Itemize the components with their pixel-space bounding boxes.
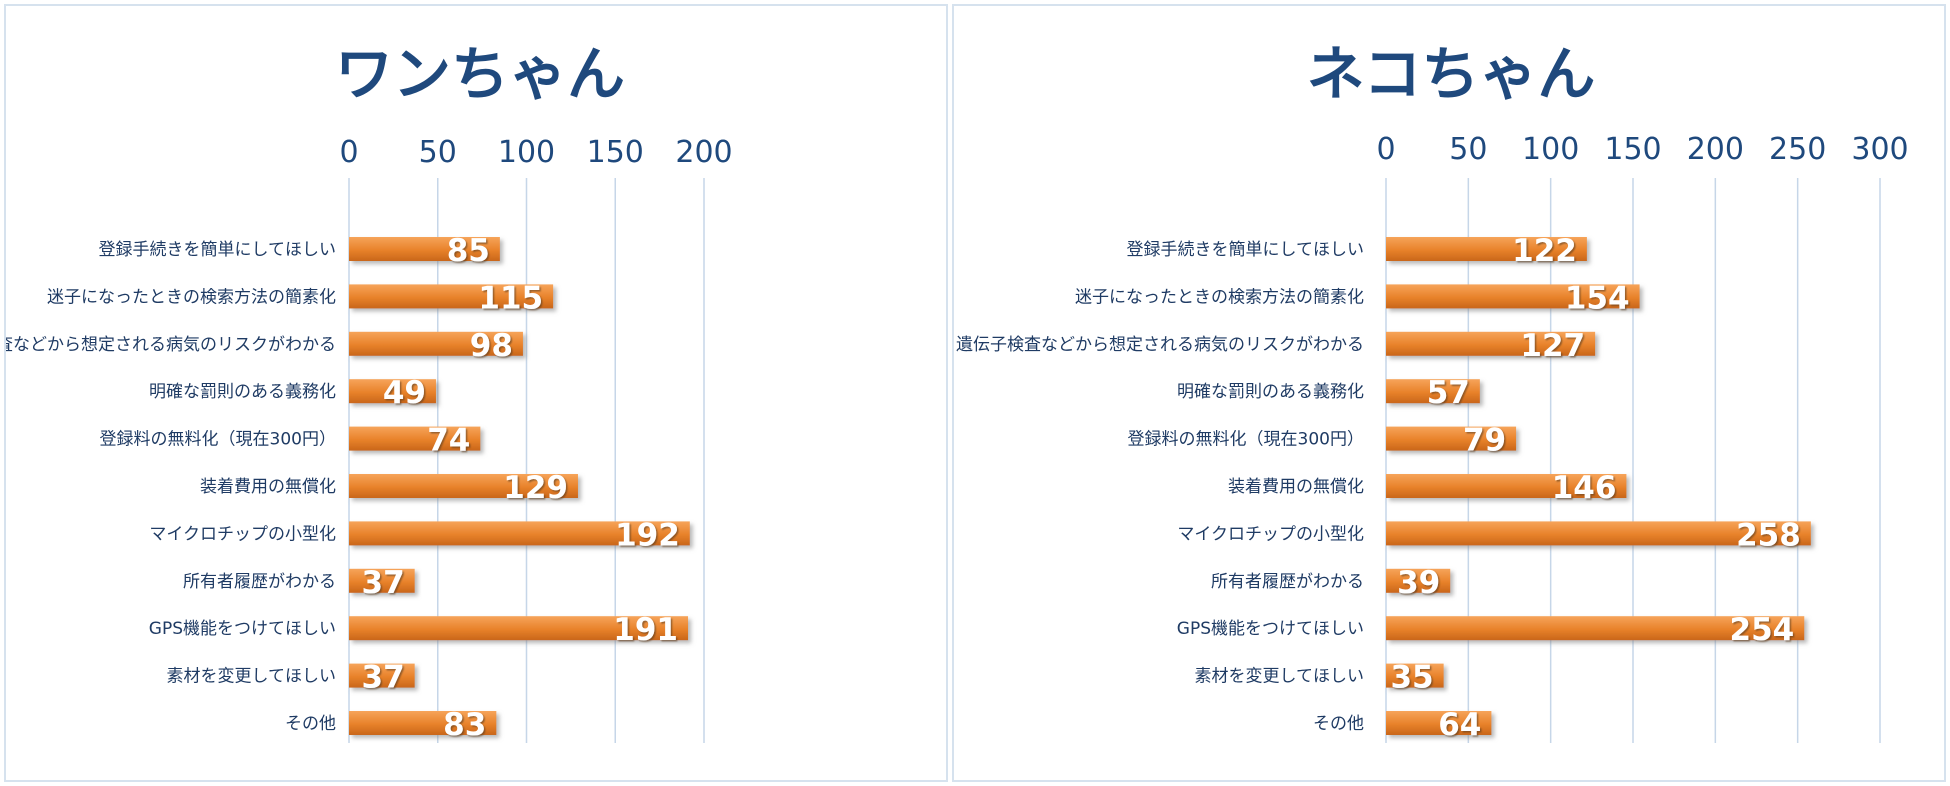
category-label: 素材を変更してほしい bbox=[167, 667, 337, 687]
bar bbox=[1386, 663, 1444, 688]
x-tick-label: 100 bbox=[1522, 132, 1579, 167]
bar bbox=[349, 474, 578, 498]
data-label: 37 bbox=[362, 565, 405, 601]
data-label: 64 bbox=[1438, 707, 1481, 743]
bar bbox=[1386, 474, 1627, 498]
x-tick-label: 50 bbox=[419, 135, 457, 170]
data-label: 85 bbox=[447, 233, 490, 269]
category-label: 登録手続きを簡単にしてほしい bbox=[99, 240, 337, 260]
category-label: GPS機能をつけてほしい bbox=[149, 619, 336, 639]
bar bbox=[1386, 521, 1811, 546]
category-label: GPS機能をつけてほしい bbox=[1177, 619, 1364, 639]
dog-chart-panel: ワンちゃん 0 50 100 150 200 登録手続きを簡単にしてほしい 85 迷子になったと… bbox=[4, 4, 948, 782]
category-label: 登録料の無料化（現在300円） bbox=[1128, 430, 1364, 450]
category-label: 迷子になったときの検索方法の簡素化 bbox=[1075, 287, 1364, 307]
data-label: 115 bbox=[478, 280, 543, 316]
category-label: 所有者履歴がわかる bbox=[1211, 572, 1364, 592]
bar bbox=[349, 663, 415, 688]
x-tick-label: 250 bbox=[1769, 132, 1826, 167]
category-label: その他 bbox=[1313, 714, 1364, 734]
category-label: 装着費用の無償化 bbox=[1228, 477, 1364, 497]
bar bbox=[1386, 426, 1517, 451]
category-label: 所有者履歴がわかる bbox=[183, 572, 336, 592]
bar bbox=[349, 284, 554, 309]
category-label: その他 bbox=[285, 714, 336, 734]
bar bbox=[1386, 379, 1480, 404]
category-label: マイクロチップの小型化 bbox=[1177, 524, 1364, 544]
chart-title: ワンちゃん bbox=[335, 40, 625, 108]
bar bbox=[349, 379, 436, 404]
data-label: 122 bbox=[1512, 233, 1577, 269]
data-label: 258 bbox=[1736, 517, 1801, 553]
bar bbox=[349, 426, 481, 451]
data-label: 98 bbox=[470, 328, 513, 364]
bar bbox=[349, 616, 689, 641]
data-label: 35 bbox=[1390, 660, 1433, 696]
data-label: 154 bbox=[1565, 280, 1630, 316]
bar bbox=[1386, 284, 1640, 309]
category-label: 素材を変更してほしい bbox=[1195, 667, 1365, 687]
x-tick-label: 100 bbox=[498, 135, 555, 170]
bar bbox=[1386, 568, 1451, 593]
x-tick-label: 150 bbox=[1604, 132, 1661, 167]
bar bbox=[349, 237, 500, 261]
cat-chart: ネコちゃん 0 50 100 150 200 250 300 登録手続きを簡単にしてほしい 122… bbox=[956, 40, 1909, 743]
bar bbox=[1386, 331, 1596, 356]
bar bbox=[1386, 616, 1805, 641]
x-tick-label: 200 bbox=[675, 135, 732, 170]
category-label: 遺伝子検査などから想定される病気のリスクがわかる bbox=[6, 335, 336, 355]
category-label: マイクロチップの小型化 bbox=[149, 524, 336, 544]
category-label: 登録手続きを簡単にしてほしい bbox=[1127, 240, 1365, 260]
dog-chart: ワンちゃん 0 50 100 150 200 登録手続きを簡単にしてほしい 85 迷子になったと… bbox=[6, 40, 733, 743]
data-label: 79 bbox=[1463, 423, 1506, 459]
data-label: 57 bbox=[1427, 375, 1470, 411]
x-tick-label: 300 bbox=[1851, 132, 1908, 167]
category-label: 迷子になったときの検索方法の簡素化 bbox=[47, 287, 336, 307]
data-label: 254 bbox=[1730, 612, 1795, 648]
data-label: 146 bbox=[1552, 470, 1617, 506]
bar bbox=[349, 331, 523, 356]
category-label: 装着費用の無償化 bbox=[200, 477, 336, 497]
x-tick-label: 0 bbox=[1376, 132, 1395, 167]
category-label: 明確な罰則のある義務化 bbox=[149, 382, 336, 402]
category-label: 明確な罰則のある義務化 bbox=[1177, 382, 1364, 402]
data-label: 192 bbox=[615, 517, 680, 553]
category-label: 登録料の無料化（現在300円） bbox=[100, 430, 336, 450]
data-label: 39 bbox=[1397, 565, 1440, 601]
data-label: 74 bbox=[427, 423, 470, 459]
bar bbox=[1386, 237, 1587, 261]
data-label: 83 bbox=[443, 707, 486, 743]
data-label: 191 bbox=[613, 612, 678, 648]
x-tick-label: 150 bbox=[587, 135, 644, 170]
x-tick-label: 200 bbox=[1687, 132, 1744, 167]
cat-chart-panel: ネコちゃん 0 50 100 150 200 250 300 登録手続きを簡単にしてほしい 122… bbox=[952, 4, 1946, 782]
bar bbox=[349, 521, 690, 546]
data-label: 49 bbox=[383, 375, 426, 411]
x-tick-label: 50 bbox=[1449, 132, 1487, 167]
x-tick-label: 0 bbox=[339, 135, 358, 170]
category-label: 遺伝子検査などから想定される病気のリスクがわかる bbox=[956, 335, 1364, 355]
bar bbox=[349, 568, 415, 593]
data-label: 37 bbox=[362, 660, 405, 696]
data-label: 129 bbox=[503, 470, 568, 506]
bar bbox=[1386, 711, 1492, 735]
data-label: 127 bbox=[1520, 328, 1585, 364]
bar bbox=[349, 711, 497, 735]
chart-title: ネコちゃん bbox=[1307, 40, 1596, 108]
